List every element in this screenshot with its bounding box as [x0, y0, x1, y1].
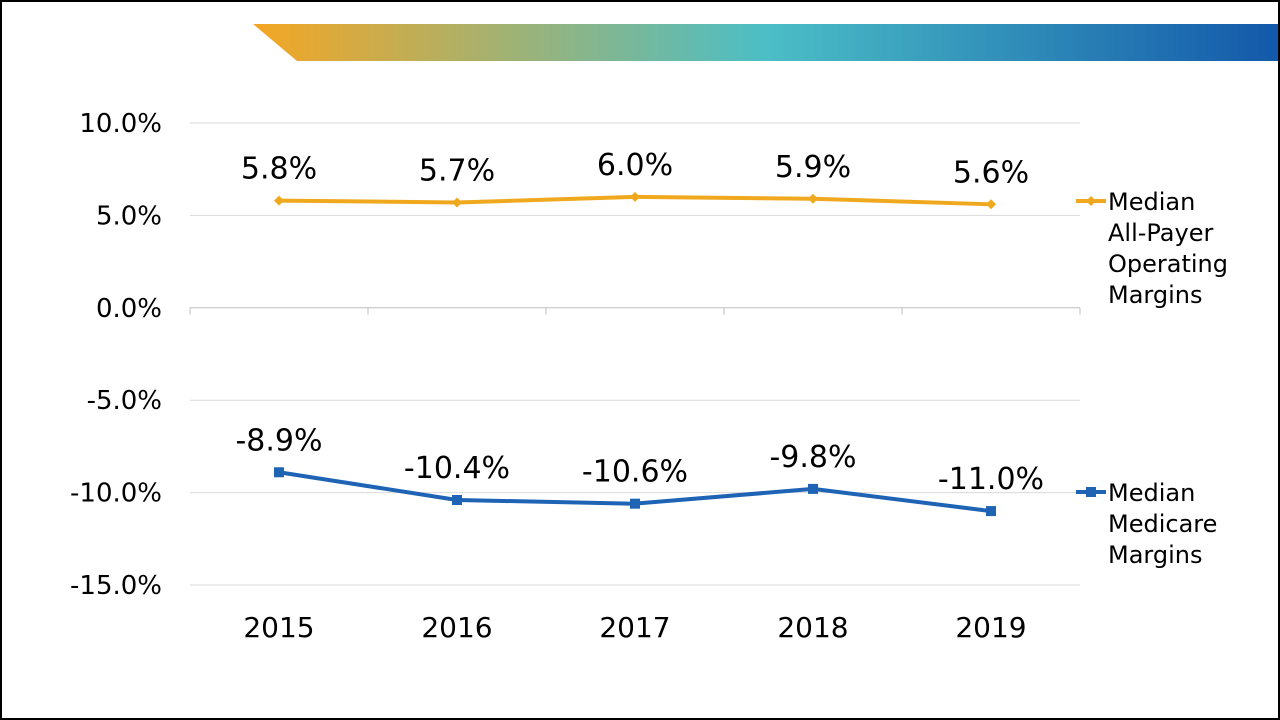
data-label: -9.8%	[769, 440, 856, 475]
data-label: -10.4%	[404, 451, 510, 486]
data-label: 5.7%	[419, 153, 495, 188]
data-point	[452, 197, 462, 208]
y-tick-label: -5.0%	[87, 386, 162, 416]
axes: 10.0% 5.0% 0.0% -5.0% -10.0% -15.0% 2015 2016 20…	[70, 109, 1081, 644]
legend-label: Margins	[1108, 281, 1202, 309]
legend: Median All-Payer Operating Margins Median Med…	[1076, 188, 1228, 569]
gridlines	[190, 122, 1080, 586]
data-label: -11.0%	[938, 462, 1044, 497]
legend-label: Median	[1108, 479, 1195, 507]
legend-label: All-Payer	[1108, 219, 1213, 247]
x-tick-label: 2018	[777, 611, 848, 644]
data-labels: 5.8% 5.7% 6.0% 5.9% 5.6% -8.9% -10.4% -10.6% -9.…	[235, 148, 1044, 497]
data-point	[274, 467, 284, 478]
legend-label: Medicare	[1108, 510, 1217, 538]
legend-label: Median	[1108, 188, 1195, 216]
x-tick-label: 2017	[599, 611, 670, 644]
header-banner	[253, 24, 1278, 61]
x-tick-label: 2016	[421, 611, 492, 644]
data-point	[630, 498, 640, 509]
series	[274, 191, 996, 517]
data-point	[808, 483, 818, 494]
data-point	[808, 193, 818, 204]
y-tick-label: 5.0%	[96, 201, 162, 231]
data-point	[452, 494, 462, 505]
x-tick-label: 2015	[243, 611, 314, 644]
data-label: 5.6%	[953, 155, 1029, 190]
y-tick-label: -15.0%	[70, 571, 162, 601]
legend-marker	[1086, 487, 1096, 497]
y-tick-label: 0.0%	[96, 294, 162, 324]
data-label: 6.0%	[597, 148, 673, 183]
y-tick-label: 10.0%	[79, 109, 162, 139]
x-tick-label: 2019	[955, 611, 1026, 644]
legend-label: Operating	[1108, 250, 1228, 278]
data-point	[630, 191, 640, 202]
data-label: -8.9%	[235, 423, 322, 458]
data-point	[986, 506, 996, 517]
data-point	[274, 195, 284, 206]
legend-marker	[1086, 196, 1096, 206]
data-point	[986, 199, 996, 210]
legend-label: Margins	[1108, 541, 1202, 569]
y-tick-label: -10.0%	[70, 479, 162, 509]
data-label: -10.6%	[582, 455, 688, 490]
data-label: 5.9%	[775, 150, 851, 185]
data-label: 5.8%	[241, 152, 317, 187]
